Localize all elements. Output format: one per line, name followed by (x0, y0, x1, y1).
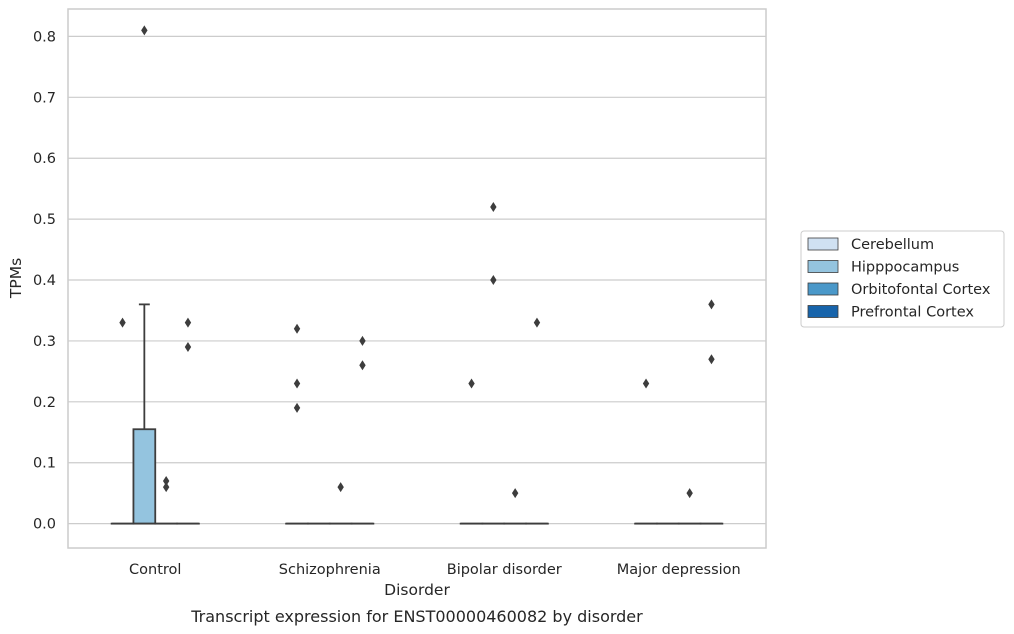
box-group (132, 25, 157, 525)
outlier-point (184, 342, 192, 353)
outlier-point (162, 476, 170, 487)
y-tick-label: 0.3 (33, 334, 56, 350)
outlier-point (511, 488, 519, 499)
box-group (699, 299, 724, 525)
x-axis-title: Disorder (384, 581, 450, 599)
box-group (285, 323, 309, 525)
outlier-point (119, 317, 126, 328)
plot-area (68, 9, 766, 548)
outlier-point (468, 378, 475, 389)
y-tick-label: 0.8 (33, 29, 56, 45)
y-tick-label: 0.4 (33, 273, 56, 289)
outlier-point (359, 335, 366, 346)
x-tick-label: Major depression (617, 562, 741, 578)
y-axis-ticks: 0.0 0.1 0.2 0.3 0.4 0.5 0.6 0.7 0.8 (33, 29, 56, 532)
outlier-point (642, 378, 650, 389)
outlier-point (293, 323, 301, 334)
outlier-point (490, 275, 497, 286)
outlier-point (141, 25, 148, 36)
outlier-point (708, 354, 715, 365)
outlier-point (359, 360, 366, 371)
y-axis-title: TPMs (7, 258, 25, 299)
outlier-point (708, 299, 715, 310)
y-tick-label: 0.0 (33, 517, 56, 533)
legend-label: Cerebellum (851, 237, 934, 253)
outlier-point (490, 201, 497, 212)
outlier-point (686, 488, 693, 499)
legend-label: Hipppocampus (851, 260, 959, 276)
x-tick-label: Control (129, 562, 181, 578)
box (132, 428, 157, 525)
legend-swatch (807, 237, 839, 251)
y-tick-label: 0.1 (33, 456, 56, 472)
gridlines (68, 35, 766, 525)
outlier-point (533, 317, 541, 328)
legend-swatch (807, 260, 839, 273)
legend-swatch (807, 305, 839, 318)
outlier-point (293, 378, 301, 389)
outlier-point (184, 317, 192, 328)
box-group (350, 335, 375, 525)
y-tick-label: 0.2 (33, 395, 56, 411)
legend-label: Orbitofontal Cortex (851, 282, 991, 298)
outlier-point (337, 482, 344, 493)
outlier-point (293, 402, 301, 413)
plot-frame (67, 8, 767, 549)
x-axis-ticks: Control Schizophrenia Bipolar disorder Majo… (129, 562, 741, 578)
chart-caption: Transcript expression for ENST0000046008… (190, 607, 643, 626)
y-tick-label: 0.6 (33, 151, 56, 167)
x-tick-label: Bipolar disorder (447, 562, 562, 578)
y-tick-label: 0.7 (33, 90, 56, 106)
y-tick-label: 0.5 (33, 212, 56, 228)
legend-swatch (807, 282, 839, 296)
outlier-point (162, 482, 170, 493)
legend-frame (800, 230, 1005, 328)
boxes (110, 25, 724, 525)
box-group (176, 317, 200, 525)
x-tick-label: Schizophrenia (279, 562, 381, 578)
legend: Cerebellum Hipppocampus Orbitofontal Corte… (800, 230, 1005, 328)
box-group (525, 317, 549, 525)
legend-label: Prefrontal Cortex (851, 305, 974, 321)
